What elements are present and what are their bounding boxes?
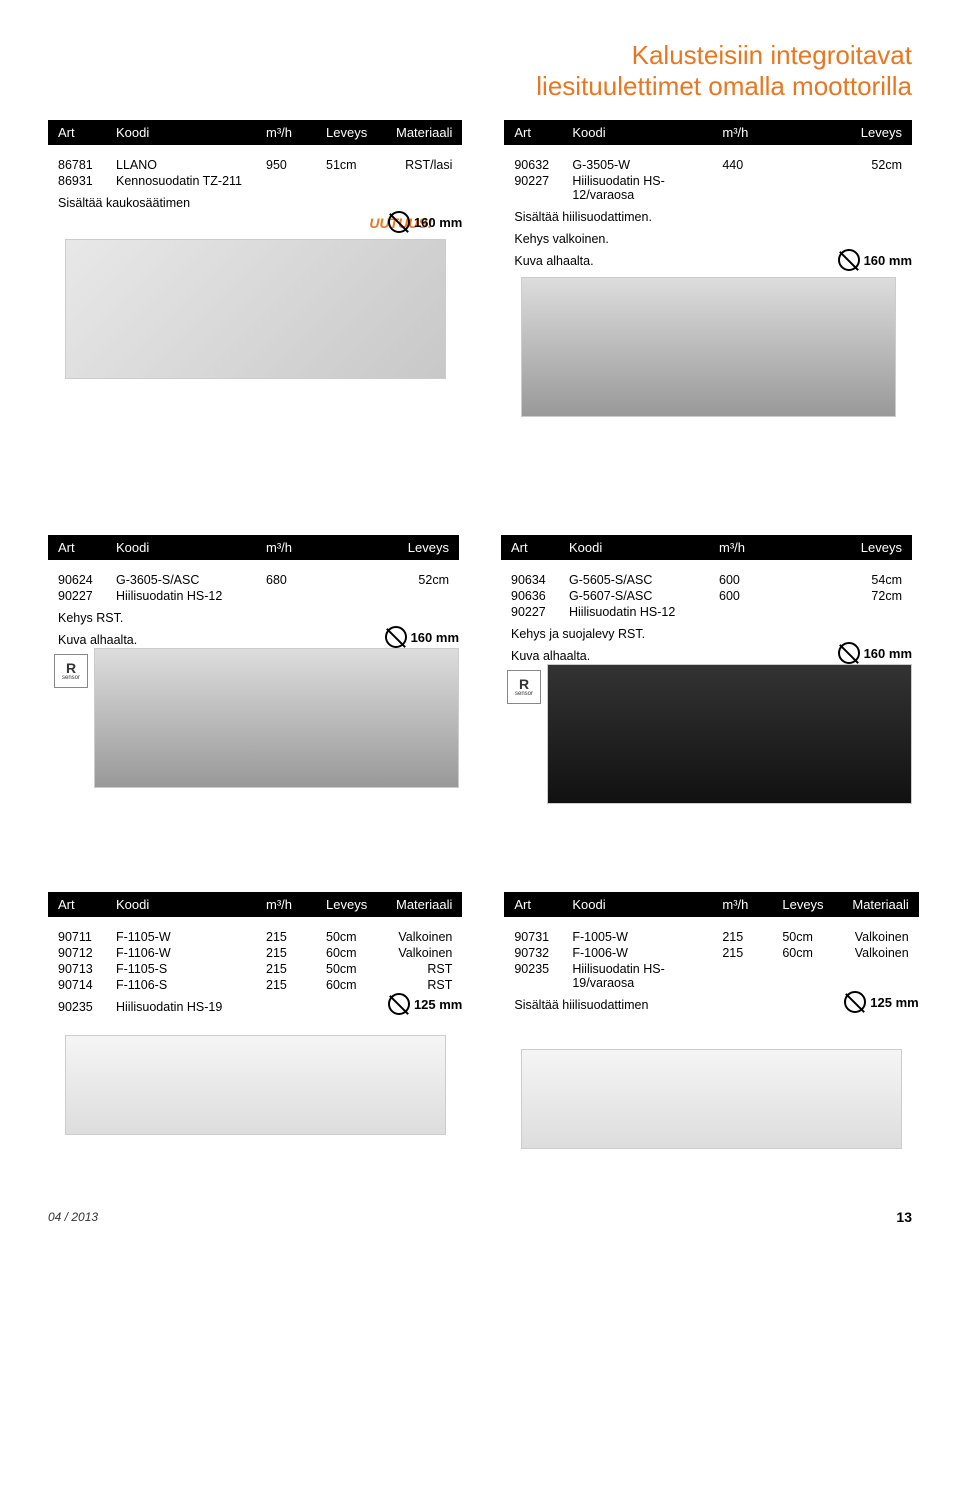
- hdr-m3h: m³/h: [722, 125, 782, 140]
- diameter-icon: [838, 249, 860, 271]
- note: Kuva alhaalta.: [501, 648, 838, 664]
- title-line-2: liesituulettimet omalla moottorilla: [536, 71, 912, 101]
- table-row: 90227 Hiilisuodatin HS-12: [501, 604, 912, 620]
- table-row: 90235 Hiilisuodatin HS-19/varaosa: [504, 961, 918, 991]
- page-footer: 04 / 2013 13: [48, 1209, 912, 1225]
- table-row: 90227 Hiilisuodatin HS-12: [48, 588, 459, 604]
- table-row: 90711 F-1105-W 215 50cm Valkoinen: [48, 929, 462, 945]
- table-row: 90731 F-1005-W 215 50cm Valkoinen: [504, 929, 918, 945]
- diameter-icon: [844, 991, 866, 1013]
- diameter-label: 160 mm: [838, 249, 912, 271]
- hdr-koodi: Koodi: [572, 125, 722, 140]
- hdr-leveys: Leveys: [782, 125, 902, 140]
- block-1: Art Koodi m³/h Leveys Materiaali 86781 L…: [48, 120, 462, 447]
- note: Kehys RST.: [48, 610, 385, 626]
- product-image: [65, 1035, 446, 1135]
- block-6: Art Koodi m³/h Leveys Materiaali 90731 F…: [504, 892, 918, 1149]
- diameter-icon: [385, 626, 407, 648]
- table-row: 86931 Kennosuodatin TZ-211: [48, 173, 462, 189]
- table-row: 90732 F-1006-W 215 60cm Valkoinen: [504, 945, 918, 961]
- block-5: Art Koodi m³/h Leveys Materiaali 90711 F…: [48, 892, 462, 1149]
- table-row: 90714 F-1106-S 215 60cm RST: [48, 977, 462, 993]
- note: Kehys ja suojalevy RST.: [501, 626, 838, 642]
- product-image: [94, 648, 459, 788]
- note: Sisältää hiilisuodattimen.: [504, 209, 912, 225]
- hdr-koodi: Koodi: [116, 125, 266, 140]
- row-3: Art Koodi m³/h Leveys Materiaali 90711 F…: [48, 892, 912, 1149]
- product-image-area: R sensor: [501, 664, 912, 804]
- block-header: Art Koodi m³/h Leveys Materiaali: [48, 892, 462, 917]
- product-image: [521, 277, 896, 417]
- hdr-m3h: m³/h: [266, 125, 326, 140]
- block-header: Art Koodi m³/h Leveys: [504, 120, 912, 145]
- footer-page: 13: [896, 1209, 912, 1225]
- table-row: 90712 F-1106-W 215 60cm Valkoinen: [48, 945, 462, 961]
- page-title: Kalusteisiin integroitavat liesituuletti…: [48, 40, 912, 102]
- hdr-materiaali: Materiaali: [396, 125, 452, 140]
- block-2: Art Koodi m³/h Leveys 90632 G-3505-W 440…: [504, 120, 912, 447]
- diameter-label: 160 mm: [385, 626, 459, 648]
- note: Sisältää kaukosäätimen: [48, 195, 462, 211]
- diameter-label: 160 mm: [838, 642, 912, 664]
- product-image-area: 160 mm: [504, 277, 912, 447]
- block-header: Art Koodi m³/h Leveys Materiaali: [504, 892, 918, 917]
- table-row: 90227 Hiilisuodatin HS-12/varaosa: [504, 173, 912, 203]
- diameter-label: 160 mm: [388, 211, 462, 233]
- sensor-badge: R sensor: [54, 654, 88, 688]
- block-header: Art Koodi m³/h Leveys: [501, 535, 912, 560]
- table-row: 90713 F-1105-S 215 50cm RST: [48, 961, 462, 977]
- block-3: Art Koodi m³/h Leveys 90624 G-3605-S/ASC…: [48, 535, 459, 804]
- table-row: 90632 G-3505-W 440 52cm: [504, 157, 912, 173]
- note: Kuva alhaalta.: [48, 632, 385, 648]
- title-line-1: Kalusteisiin integroitavat: [632, 40, 912, 70]
- diameter-label: 125 mm: [388, 993, 462, 1015]
- table-row: 90634 G-5605-S/ASC 600 54cm: [501, 572, 912, 588]
- block-header: Art Koodi m³/h Leveys: [48, 535, 459, 560]
- note: Sisältää hiilisuodattimen: [504, 997, 844, 1013]
- product-image-area: 160 mm: [48, 239, 462, 409]
- hdr-art: Art: [514, 125, 572, 140]
- product-image: [547, 664, 912, 804]
- hdr-art: Art: [58, 125, 116, 140]
- note: Kehys valkoinen.: [504, 231, 912, 247]
- sensor-badge: R sensor: [507, 670, 541, 704]
- product-image-area: R sensor: [48, 648, 459, 788]
- block-header: Art Koodi m³/h Leveys Materiaali: [48, 120, 462, 145]
- block-4: Art Koodi m³/h Leveys 90634 G-5605-S/ASC…: [501, 535, 912, 804]
- product-image: [521, 1049, 902, 1149]
- table-row: 90235 Hiilisuodatin HS-19: [48, 999, 388, 1015]
- diameter-icon: [838, 642, 860, 664]
- hdr-leveys: Leveys: [326, 125, 396, 140]
- diameter-icon: [388, 211, 410, 233]
- row-1: Art Koodi m³/h Leveys Materiaali 86781 L…: [48, 120, 912, 447]
- diameter-icon: [388, 993, 410, 1015]
- row-2: Art Koodi m³/h Leveys 90624 G-3605-S/ASC…: [48, 535, 912, 804]
- footer-date: 04 / 2013: [48, 1210, 98, 1224]
- table-row: 86781 LLANO 950 51cm RST/lasi: [48, 157, 462, 173]
- table-row: 90636 G-5607-S/ASC 600 72cm: [501, 588, 912, 604]
- product-image: [65, 239, 446, 379]
- diameter-label: 125 mm: [844, 991, 918, 1013]
- table-row: 90624 G-3605-S/ASC 680 52cm: [48, 572, 459, 588]
